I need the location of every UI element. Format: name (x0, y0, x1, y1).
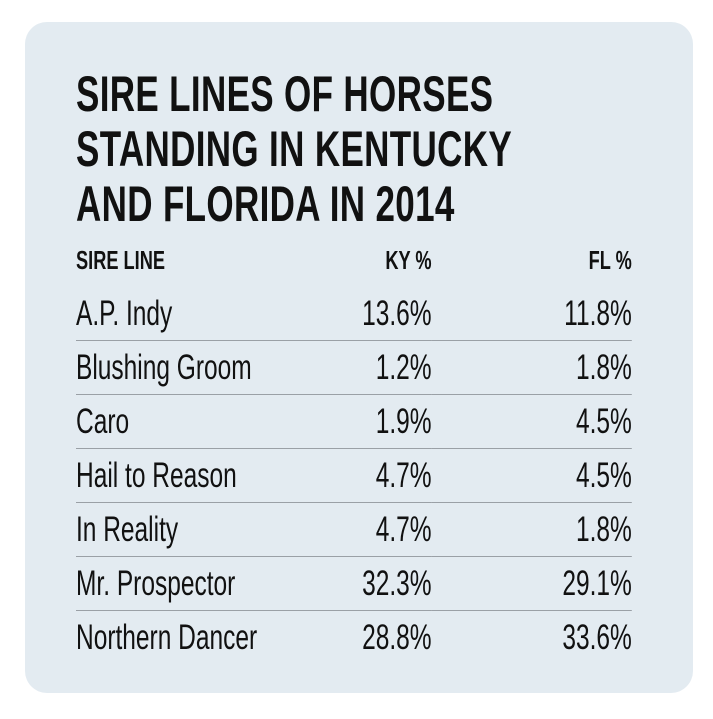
fl-percent-cell: 33.6% (562, 617, 632, 657)
table-row: Hail to Reason 4.7% 4.5% (76, 448, 632, 503)
ky-percent-cell: 1.9% (286, 394, 432, 449)
fl-percent-cell: 4.5% (431, 394, 632, 449)
table-row: Caro 1.9% 4.5% (76, 394, 632, 449)
sire-lines-table: SIRE LINE KY % FL % A.P. Indy 13.6% 11.8% B… (76, 243, 632, 664)
fl-percent-cell: 4.5% (431, 448, 632, 503)
column-header-sire-line: SIRE LINE (76, 244, 165, 275)
table-card: SIRE LINES OF HORSES STANDING IN KENTUCK… (25, 22, 693, 693)
ky-percent-cell: 13.6% (286, 287, 432, 341)
sire-line-cell: A.P. Indy (76, 287, 286, 341)
ky-percent-cell: 4.7% (286, 448, 432, 503)
table-row: A.P. Indy 13.6% 11.8% (76, 287, 632, 341)
title-line: AND FLORIDA IN 2014 (76, 176, 455, 232)
ky-percent-cell: 4.7% (286, 502, 432, 557)
sire-line-cell: In Reality (76, 502, 286, 557)
table-row: In Reality 4.7% 1.8% (76, 502, 632, 557)
ky-percent-cell: 1.2% (286, 340, 432, 395)
table-title: SIRE LINES OF HORSES STANDING IN KENTUCK… (76, 67, 632, 232)
table-row: Blushing Groom 1.2% 1.8% (76, 340, 632, 395)
column-header-ky: KY % (385, 244, 432, 275)
sire-line-cell: Blushing Groom (76, 340, 286, 395)
fl-percent-cell: 1.8% (431, 502, 632, 557)
ky-percent-cell: 28.8% (362, 617, 432, 657)
fl-percent-cell: 29.1% (431, 556, 632, 611)
title-line: STANDING IN KENTUCKY (76, 121, 513, 177)
sire-line-cell: Caro (76, 394, 286, 449)
fl-percent-cell: 11.8% (431, 287, 632, 341)
sire-line-cell: Northern Dancer (76, 617, 258, 657)
sire-line-cell: Mr. Prospector (76, 556, 286, 611)
sire-line-cell: Hail to Reason (76, 448, 286, 503)
table-row: Northern Dancer 28.8% 33.6% (76, 611, 632, 665)
header-row: SIRE LINE KY % FL % (76, 243, 632, 287)
column-header-fl: FL % (588, 244, 632, 275)
ky-percent-cell: 32.3% (286, 556, 432, 611)
fl-percent-cell: 1.8% (431, 340, 632, 395)
title-line: SIRE LINES OF HORSES (76, 66, 494, 122)
table-row: Mr. Prospector 32.3% 29.1% (76, 556, 632, 611)
